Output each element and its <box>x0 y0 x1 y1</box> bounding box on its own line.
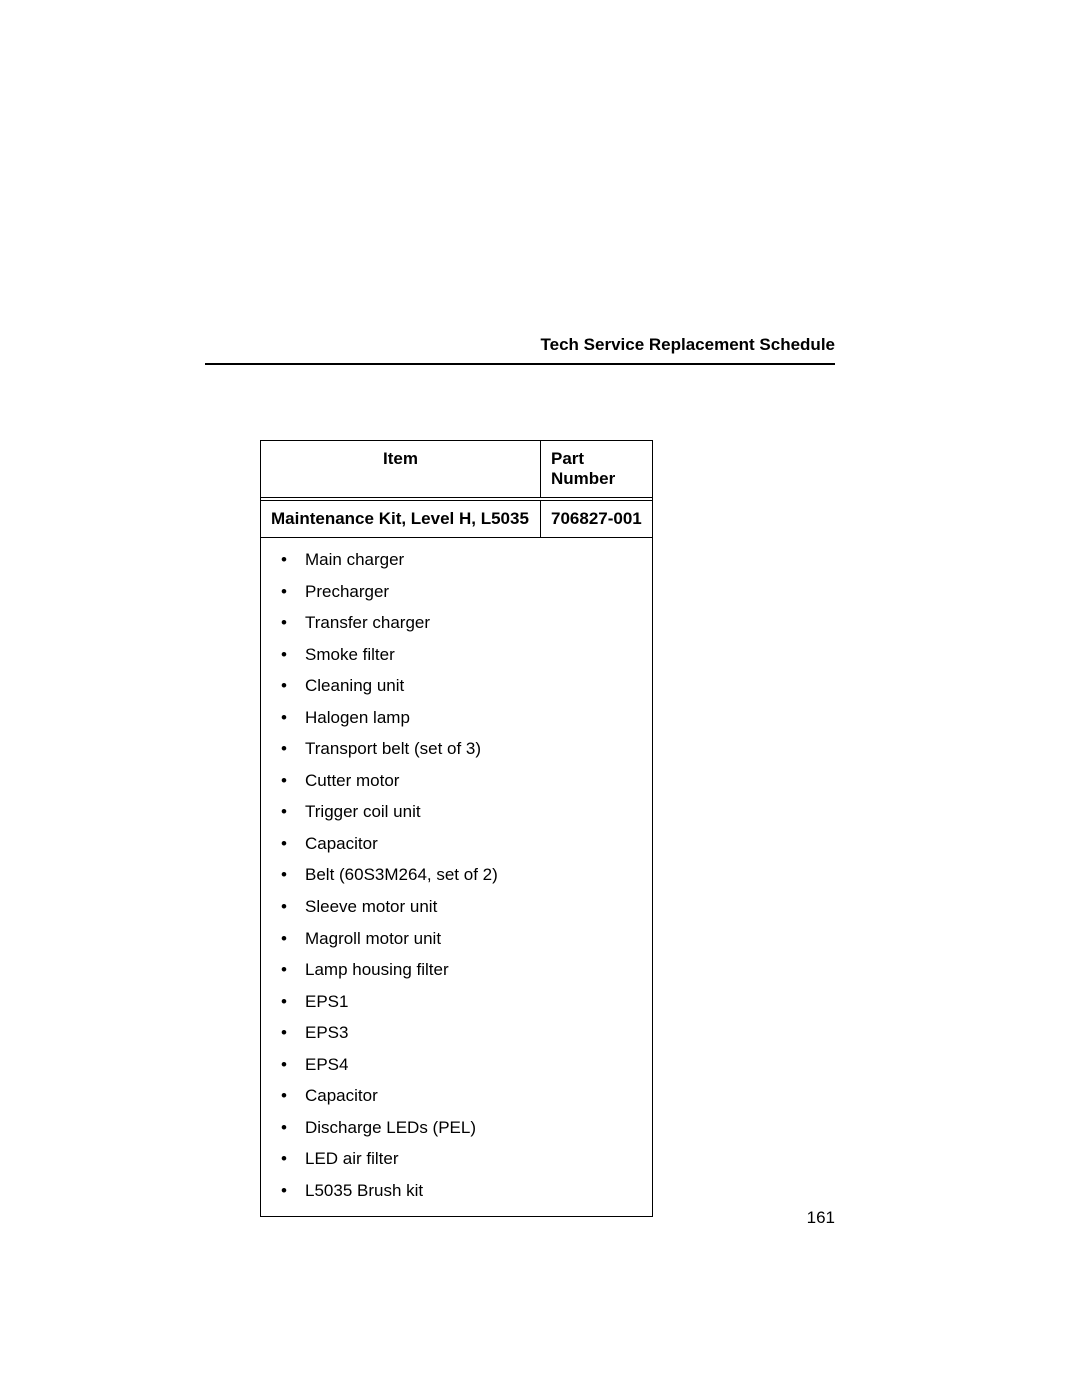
kit-item: L5035 Brush kit <box>271 1175 642 1207</box>
kit-item: Smoke filter <box>271 639 642 671</box>
kit-item: Cutter motor <box>271 765 642 797</box>
kit-item: Main charger <box>271 544 642 576</box>
kit-item: Capacitor <box>271 828 642 860</box>
column-header-item: Item <box>261 441 541 498</box>
column-header-part-number: Part Number <box>541 441 653 498</box>
kit-item: Cleaning unit <box>271 670 642 702</box>
parts-table: Item Part Number Maintenance Kit, Level … <box>260 440 653 1217</box>
kit-item: Trigger coil unit <box>271 796 642 828</box>
page: Tech Service Replacement Schedule Item P… <box>0 0 1080 1397</box>
parts-table-container: Item Part Number Maintenance Kit, Level … <box>260 440 653 1217</box>
kit-item: Transfer charger <box>271 607 642 639</box>
page-header: Tech Service Replacement Schedule <box>205 335 835 365</box>
kit-row: Maintenance Kit, Level H, L5035 706827-0… <box>261 501 653 538</box>
kit-item: Lamp housing filter <box>271 954 642 986</box>
kit-item: Discharge LEDs (PEL) <box>271 1112 642 1144</box>
page-number: 161 <box>807 1208 835 1228</box>
kit-item: EPS3 <box>271 1017 642 1049</box>
table-header-row: Item Part Number <box>261 441 653 498</box>
kit-items-row: Main chargerPrechargerTransfer chargerSm… <box>261 538 653 1217</box>
kit-item: LED air filter <box>271 1143 642 1175</box>
kit-item: Belt (60S3M264, set of 2) <box>271 859 642 891</box>
kit-part-number: 706827-001 <box>541 501 653 538</box>
kit-name: Maintenance Kit, Level H, L5035 <box>261 501 541 538</box>
kit-item: Magroll motor unit <box>271 923 642 955</box>
page-header-title: Tech Service Replacement Schedule <box>205 335 835 365</box>
kit-item: Halogen lamp <box>271 702 642 734</box>
kit-item: Precharger <box>271 576 642 608</box>
kit-item: EPS4 <box>271 1049 642 1081</box>
kit-item: EPS1 <box>271 986 642 1018</box>
kit-item: Capacitor <box>271 1080 642 1112</box>
kit-item: Sleeve motor unit <box>271 891 642 923</box>
kit-item: Transport belt (set of 3) <box>271 733 642 765</box>
kit-items-list: Main chargerPrechargerTransfer chargerSm… <box>271 544 642 1206</box>
